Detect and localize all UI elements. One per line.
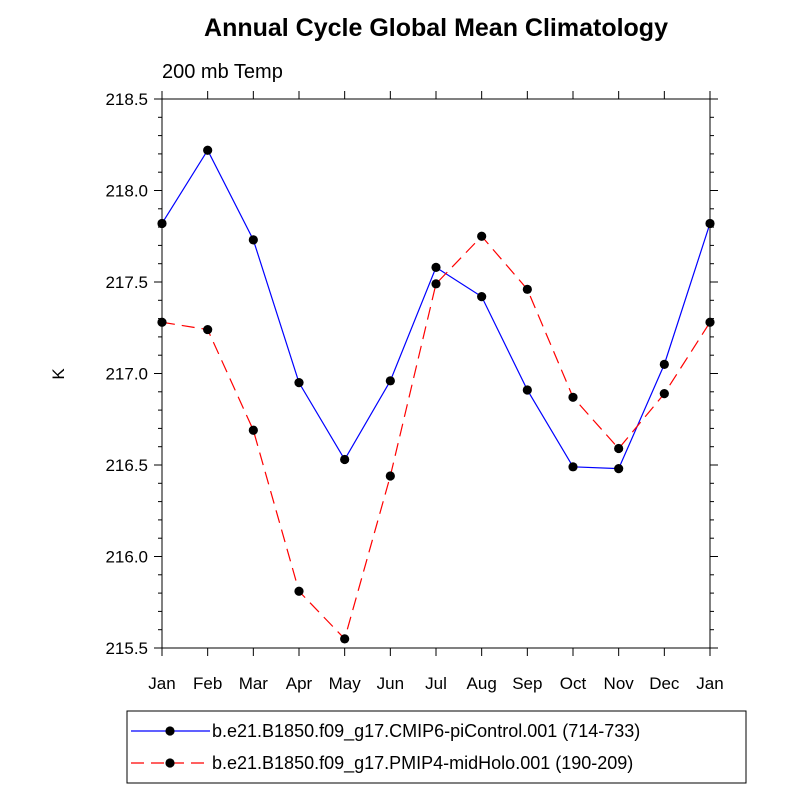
legend-marker-2 [165, 758, 175, 768]
series-2-point [614, 443, 624, 454]
legend: b.e21.B1850.f09_g17.CMIP6-piControl.001 … [126, 710, 747, 784]
x-tick-label: May [329, 674, 362, 693]
x-tick-label: Sep [512, 674, 542, 693]
series-2-point [431, 279, 441, 289]
series-2-point [705, 317, 715, 327]
legend-label-1: b.e21.B1850.f09_g17.CMIP6-piControl.001 … [212, 721, 640, 742]
series-1-point [248, 235, 258, 245]
series-2-point [385, 471, 395, 481]
y-tick-label: 216.0 [105, 548, 148, 567]
x-tick-label: Dec [649, 674, 680, 693]
y-tick-label: 218.0 [105, 182, 148, 201]
ticks-layer: 215.5 216.0 216.5 217.0 217.5 218.0 218.5 Jan Fe… [105, 90, 723, 693]
series-2-point [248, 425, 258, 435]
legend-label-2: b.e21.B1850.f09_g17.PMIP4-midHolo.001 (1… [212, 753, 633, 774]
series-2-point [522, 284, 532, 294]
series-1-point [659, 359, 669, 369]
series-1-point [568, 462, 578, 472]
y-tick-label: 218.5 [105, 90, 148, 109]
series-line-2 [161, 235, 711, 641]
y-tick-label: 217.5 [105, 273, 148, 292]
x-tick-label: Jan [148, 674, 175, 693]
series-2-point [477, 231, 487, 241]
chart-subtitle: 200 mb Temp [162, 61, 283, 83]
series-2-point [659, 389, 669, 399]
series-1-point [614, 464, 624, 474]
series-2-point [568, 392, 578, 402]
series-layer [157, 145, 715, 644]
chart-title: Annual Cycle Global Mean Climatology [204, 14, 668, 42]
series-1-point [294, 378, 304, 388]
y-tick-label: 216.5 [105, 456, 148, 475]
series-1-point [431, 262, 441, 272]
series-1-point [385, 376, 395, 386]
legend-box [126, 710, 747, 784]
series-2-point [294, 586, 304, 596]
x-tick-label: Mar [239, 674, 269, 693]
series-1-point [340, 454, 350, 465]
series-1-point [157, 218, 167, 229]
series-line-1 [161, 149, 711, 470]
y-tick-label: 217.0 [105, 365, 148, 384]
x-tick-label: Jun [377, 674, 404, 693]
series-1-point [477, 292, 487, 302]
plot-frame [161, 98, 711, 649]
x-tick-label: Jul [425, 674, 447, 693]
x-tick-label: Nov [604, 674, 635, 693]
x-tick-label: Feb [193, 674, 222, 693]
x-tick-label: Jan [696, 674, 723, 693]
legend-marker-1 [165, 726, 175, 736]
series-2-point [203, 324, 213, 335]
series-2-point [340, 634, 350, 644]
series-1-point [705, 218, 715, 229]
y-tick-label: 215.5 [105, 639, 148, 658]
x-tick-label: Aug [467, 674, 497, 693]
x-tick-label: Oct [560, 674, 587, 693]
series-2-point [157, 317, 167, 327]
series-1-point [522, 385, 532, 395]
x-tick-label: Apr [286, 674, 313, 693]
y-axis-label: K [49, 368, 68, 380]
series-1-point [203, 145, 213, 155]
